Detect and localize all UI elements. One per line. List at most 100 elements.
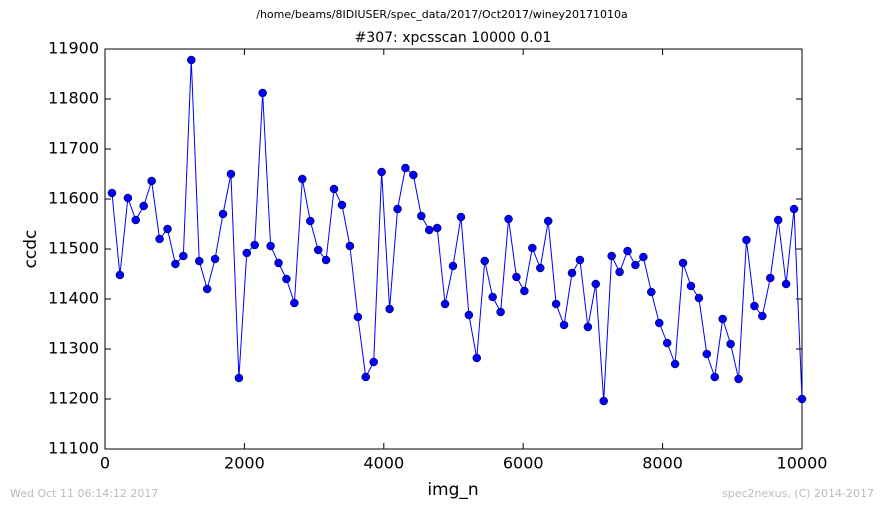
data-point [702, 349, 712, 359]
data-point [147, 176, 156, 186]
data-point [472, 353, 482, 363]
data-point [218, 209, 228, 219]
data-point [528, 243, 537, 253]
y-tick-label: 11600 [48, 189, 99, 208]
data-point [607, 251, 616, 261]
data-point [258, 88, 267, 98]
data-point [591, 279, 601, 289]
x-axis-label: img_n [427, 480, 478, 500]
data-point [298, 174, 307, 184]
y-tick-label: 11500 [48, 239, 99, 258]
data-point [179, 251, 188, 261]
data-point [456, 212, 466, 222]
data-point [155, 234, 164, 244]
series-line [111, 59, 803, 402]
data-point [599, 396, 608, 406]
data-point [551, 299, 561, 309]
y-tick-label: 11300 [48, 339, 99, 358]
data-point [202, 284, 212, 294]
data-point [448, 261, 458, 271]
data-point [670, 359, 680, 369]
data-point [131, 215, 140, 225]
data-point [781, 279, 791, 289]
y-tick-label: 11800 [48, 89, 99, 108]
data-point [694, 293, 704, 303]
data-point [710, 372, 719, 382]
data-point [266, 241, 275, 251]
data-point [520, 286, 529, 296]
data-point [639, 252, 648, 262]
data-point [734, 374, 743, 384]
data-point [726, 339, 735, 349]
data-point [393, 204, 402, 214]
data-point [187, 55, 196, 65]
data-point [321, 255, 331, 265]
data-point [409, 170, 418, 180]
data-point [401, 163, 410, 173]
data-point [512, 272, 521, 282]
y-tick-label: 11100 [48, 439, 99, 458]
data-point [797, 394, 807, 404]
footer-left: Wed Oct 11 06:14:12 2017 [10, 487, 158, 500]
data-point [361, 372, 370, 382]
data-point [655, 318, 664, 328]
data-point [274, 258, 283, 268]
data-point [678, 258, 688, 268]
data-point [647, 287, 656, 297]
data-point [504, 214, 513, 224]
data-point [623, 246, 632, 256]
data-point [583, 322, 593, 332]
data-point [369, 357, 378, 367]
data-point [773, 215, 783, 225]
data-point [385, 304, 394, 314]
data-point [234, 373, 244, 383]
data-point [440, 299, 450, 309]
data-point [575, 255, 585, 265]
x-tick-label: 8000 [642, 454, 683, 473]
x-tick-label: 0 [100, 454, 110, 473]
y-axis-label: ccdc [21, 230, 41, 269]
data-point [631, 260, 640, 270]
data-point [718, 314, 727, 324]
data-point [377, 167, 386, 177]
x-tick-label: 2000 [224, 454, 265, 473]
data-point [163, 224, 172, 234]
data-point [543, 216, 553, 226]
data-point [345, 241, 355, 251]
x-tick-label: 10000 [777, 454, 828, 473]
data-point [789, 204, 799, 214]
data-point [662, 338, 672, 348]
data-point [250, 240, 259, 250]
data-point [242, 248, 252, 258]
data-point [353, 312, 363, 322]
y-tick-label: 11200 [48, 389, 99, 408]
plot-frame [104, 48, 803, 450]
data-point [171, 259, 180, 269]
data-point [480, 256, 489, 266]
data-point [496, 307, 505, 317]
x-tick-label: 6000 [503, 454, 544, 473]
data-point [123, 193, 133, 203]
data-point [194, 256, 204, 266]
data-point [329, 184, 339, 194]
data-point [536, 263, 545, 273]
data-point [306, 216, 315, 226]
y-tick-label: 11400 [48, 289, 99, 308]
data-point [742, 235, 751, 245]
data-point [432, 223, 442, 233]
footer-right: spec2nexus, (C) 2014-2017 [722, 487, 874, 500]
y-tick-label: 11900 [48, 39, 99, 58]
data-point [337, 200, 347, 210]
x-tick-label: 4000 [363, 454, 404, 473]
data-point [766, 273, 775, 283]
data-point [210, 254, 220, 264]
data-point [107, 188, 117, 198]
data-point [115, 270, 125, 280]
data-point [750, 301, 759, 311]
data-point [282, 274, 291, 284]
data-point [139, 201, 148, 211]
data-point [488, 292, 497, 302]
data-point [424, 225, 434, 235]
data-point [686, 281, 696, 291]
